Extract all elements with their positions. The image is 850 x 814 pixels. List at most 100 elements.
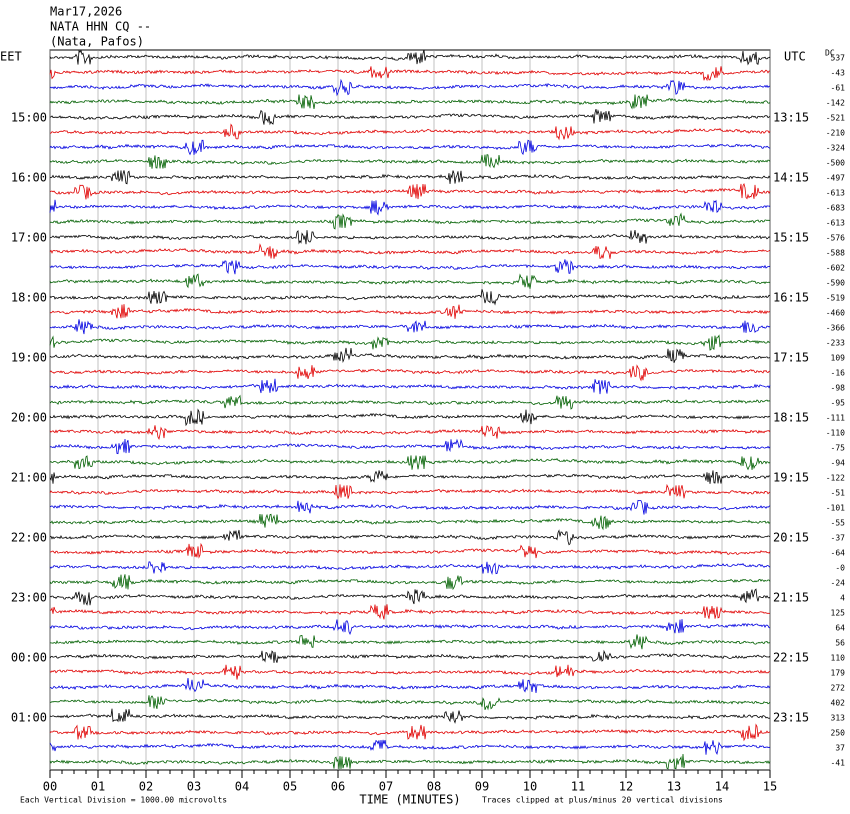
dc-label: -460 <box>826 309 845 318</box>
x-tick-label: 05 <box>283 780 297 794</box>
left-time-label: 01:00 <box>11 711 47 725</box>
left-time-label: 22:00 <box>11 531 47 545</box>
trace <box>49 542 771 559</box>
left-time-label: 18:00 <box>11 291 47 305</box>
trace <box>49 123 771 141</box>
trace <box>49 364 771 382</box>
station: NATA HHN CQ -- <box>50 20 151 34</box>
right-time-label: 19:15 <box>773 471 809 485</box>
dc-label: -500 <box>826 159 845 168</box>
x-tick-label: 15 <box>763 780 777 794</box>
x-tick-label: 14 <box>715 780 729 794</box>
dc-label: 179 <box>831 669 846 678</box>
dc-label: -51 <box>831 489 846 498</box>
dc-label: -613 <box>826 189 845 198</box>
dc-label: -41 <box>831 759 846 768</box>
right-time-label: 23:15 <box>773 711 809 725</box>
trace <box>49 723 771 742</box>
location: (Nata, Pafos) <box>50 35 144 49</box>
dc-label: -55 <box>831 519 846 528</box>
trace <box>49 438 771 455</box>
dc-label: -98 <box>831 384 846 393</box>
trace <box>49 513 771 531</box>
trace <box>49 78 771 97</box>
right-time-label: 17:15 <box>773 351 809 365</box>
x-tick-label: 03 <box>187 780 201 794</box>
trace <box>49 483 771 500</box>
date: Mar17,2026 <box>50 5 122 19</box>
trace <box>49 304 771 319</box>
dc-label: -576 <box>826 234 845 243</box>
right-time-label: 13:15 <box>773 111 809 125</box>
x-tick-label: 11 <box>571 780 585 794</box>
trace <box>49 243 771 259</box>
x-tick-label: 10 <box>523 780 537 794</box>
x-tick-label: 07 <box>379 780 393 794</box>
trace <box>49 394 771 410</box>
trace <box>49 634 771 650</box>
dc-label: -366 <box>826 324 845 333</box>
trace <box>49 212 771 230</box>
trace <box>49 470 771 484</box>
left-time-label: 21:00 <box>11 471 47 485</box>
right-time-label: 14:15 <box>773 171 809 185</box>
left-axis-title: EET <box>0 50 22 64</box>
trace <box>49 319 771 335</box>
right-axis-title: UTC <box>784 50 806 64</box>
dc-label: 313 <box>831 714 846 723</box>
trace <box>49 561 771 576</box>
trace <box>49 154 771 169</box>
trace <box>49 273 771 289</box>
trace <box>49 378 771 395</box>
dc-label: -0 <box>835 564 845 573</box>
dc-label: -210 <box>826 129 845 138</box>
dc-label: 537 <box>831 54 846 63</box>
right-time-label: 16:15 <box>773 291 809 305</box>
x-tick-label: 06 <box>331 780 345 794</box>
x-axis-title: TIME (MINUTES) <box>359 793 460 807</box>
trace <box>49 574 771 591</box>
dc-label: -94 <box>831 459 846 468</box>
x-tick-label: 12 <box>619 780 633 794</box>
trace <box>49 108 771 126</box>
dc-label: -24 <box>831 579 846 588</box>
dc-label: -43 <box>831 69 846 78</box>
trace <box>49 66 771 82</box>
x-tick-label: 08 <box>427 780 441 794</box>
left-time-label: 00:00 <box>11 651 47 665</box>
trace <box>49 753 771 770</box>
trace <box>49 170 771 185</box>
trace <box>49 334 771 351</box>
dc-label: -101 <box>826 504 845 513</box>
dc-label: 250 <box>831 729 846 738</box>
trace <box>49 94 771 110</box>
trace <box>49 425 771 441</box>
dc-label: -521 <box>826 114 845 123</box>
trace <box>49 664 771 680</box>
dc-label: 109 <box>831 354 846 363</box>
left-time-label: 16:00 <box>11 171 47 185</box>
dc-label: 56 <box>835 639 845 648</box>
trace <box>49 678 771 694</box>
x-tick-label: 00 <box>43 780 57 794</box>
x-tick-label: 02 <box>139 780 153 794</box>
trace <box>49 199 771 216</box>
x-tick-label: 09 <box>475 780 489 794</box>
trace <box>49 695 771 711</box>
dc-label: -75 <box>831 444 846 453</box>
dc-label: -324 <box>826 144 845 153</box>
trace <box>49 347 771 364</box>
dc-label: 402 <box>831 699 846 708</box>
trace <box>49 408 771 427</box>
dc-label: -16 <box>831 369 846 378</box>
dc-label: -683 <box>826 204 845 213</box>
left-time-label: 20:00 <box>11 411 47 425</box>
dc-label: 110 <box>831 654 846 663</box>
right-time-label: 15:15 <box>773 231 809 245</box>
dc-label: -519 <box>826 294 845 303</box>
trace <box>49 139 771 156</box>
trace <box>49 499 771 515</box>
trace <box>49 529 771 546</box>
dc-title: DC <box>825 49 835 58</box>
